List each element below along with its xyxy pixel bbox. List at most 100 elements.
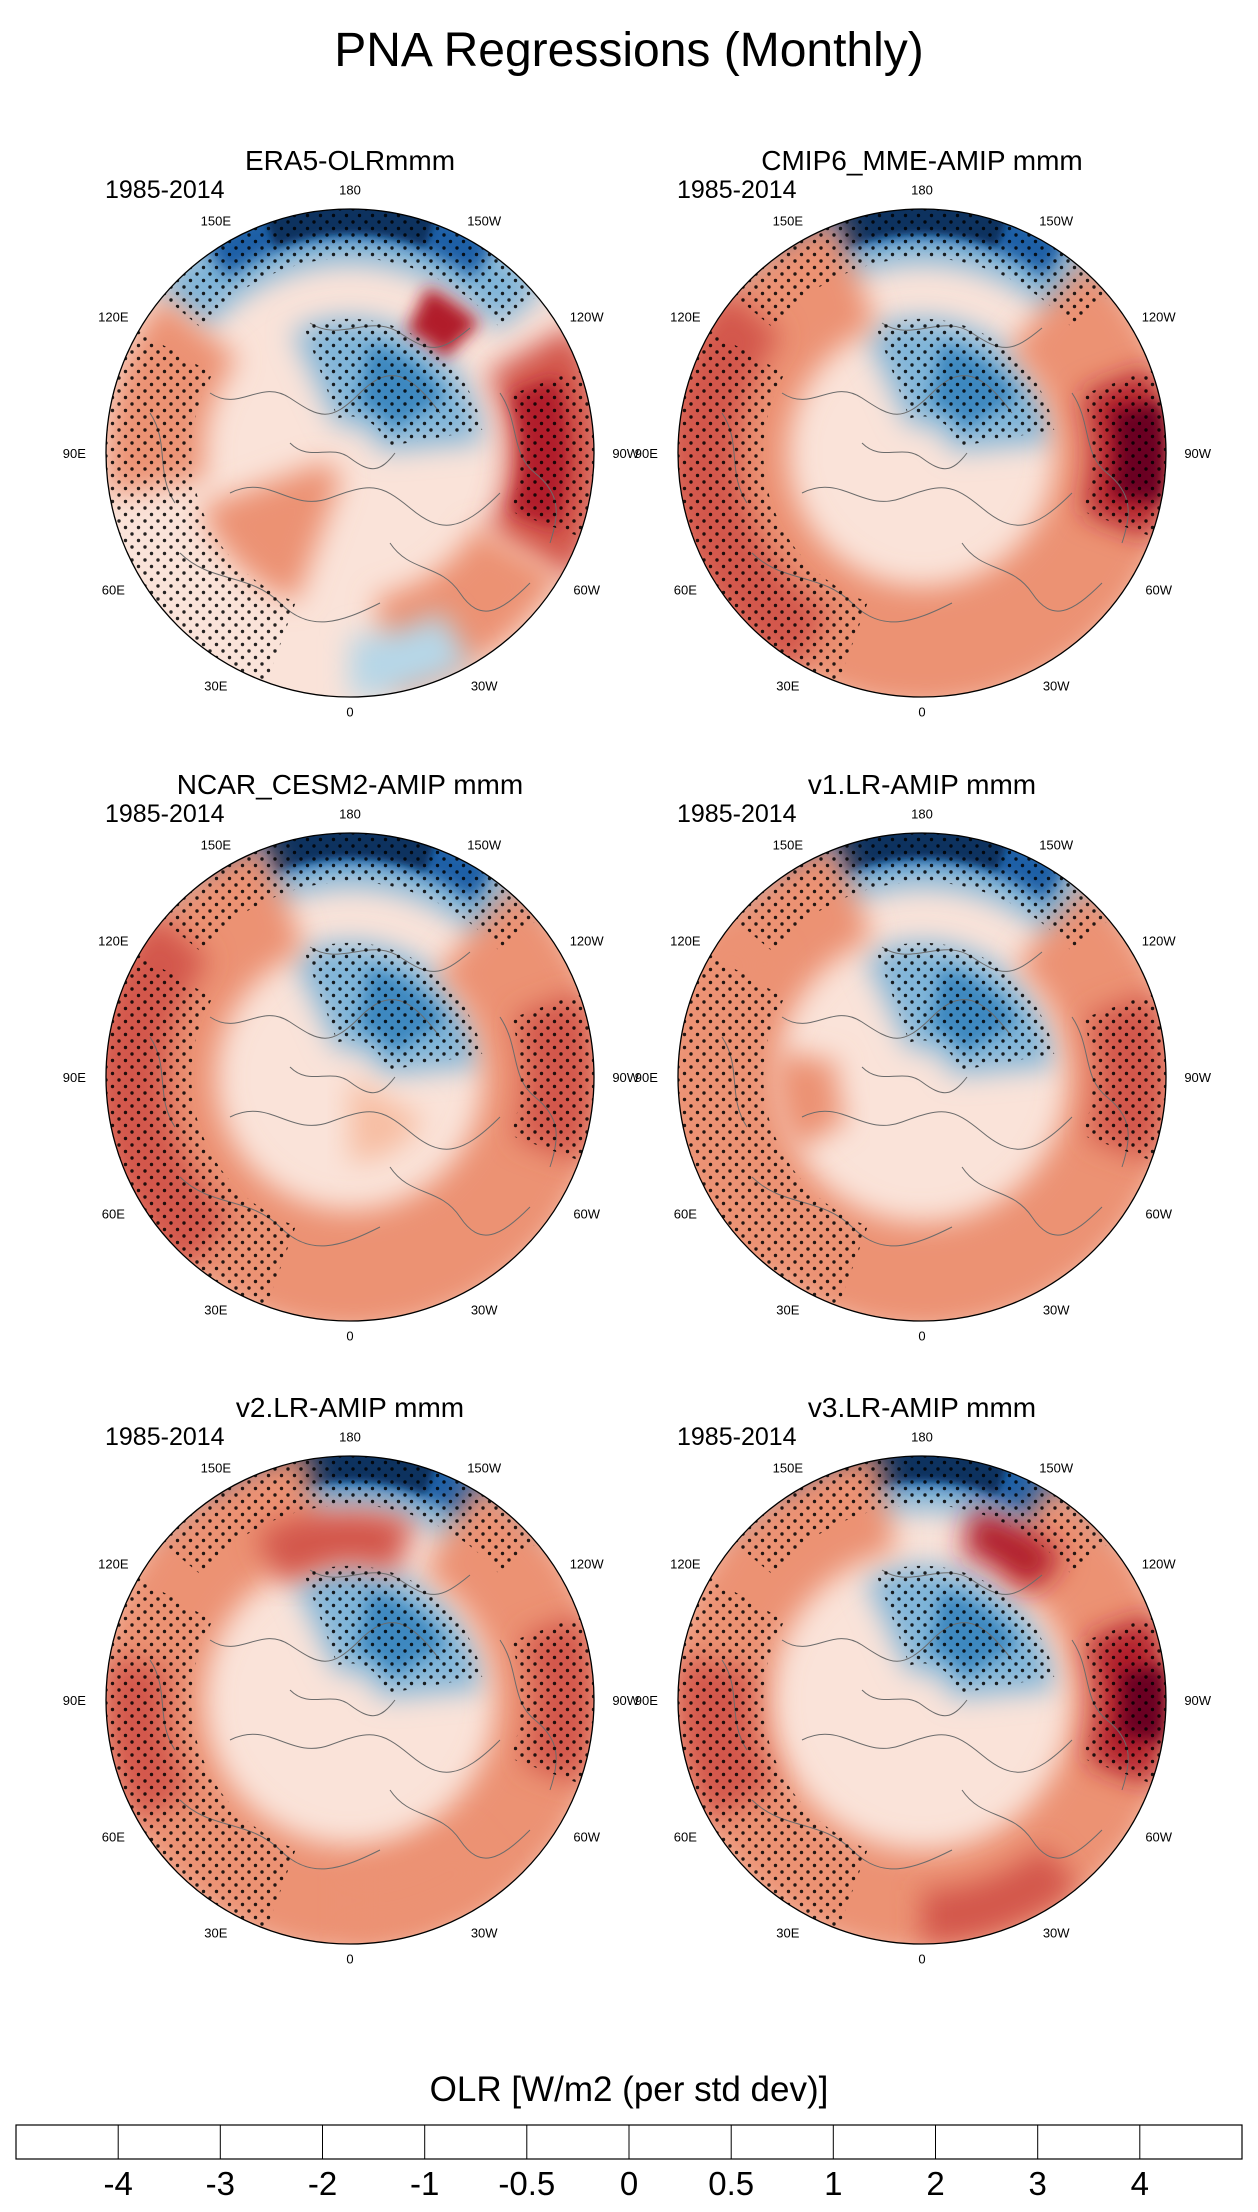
longitude-label: 180 [339,807,361,822]
coastline [229,486,501,526]
coastline [861,1066,968,1094]
coastline [229,1733,501,1773]
colorbar-tick-label: -4 [104,2165,133,2202]
longitude-label: 60E [674,583,697,598]
longitude-labels: 180 150W 150E 120W 120E 90W 90E 60W 60E 30W 30E 0 [635,1430,1212,1967]
longitude-label: 90W [1184,1070,1211,1085]
longitude-label: 150W [1039,1461,1074,1476]
significance-stipple-region [876,942,1055,1071]
longitude-label: 30W [1043,1925,1070,1940]
significance-stipple-region [678,331,868,683]
longitude-label: 60E [674,1830,697,1845]
projection-disk [678,1456,1166,1944]
coastline [961,1789,1103,1859]
longitude-label: 90W [1184,1693,1211,1708]
longitude-label: 180 [911,807,933,822]
field-anomaly-patch [922,1845,1079,1944]
significance-stipple-region [678,955,868,1307]
period-label: 1985-2014 [105,1423,225,1451]
longitude-label: 30W [471,678,498,693]
longitude-label: 0 [918,705,925,720]
longitude-label: 180 [911,1430,933,1445]
period-label: 1985-2014 [105,800,225,828]
longitude-labels: 180 150W 150E 120W 120E 90W 90E 60W 60E 30W 30E 0 [635,183,1212,720]
longitude-label: 60W [573,1830,600,1845]
coastline [801,1110,1073,1150]
significance-stipple-region [510,993,594,1161]
colorbar-tick-label: -0.5 [498,2165,555,2202]
field-anomaly-patch [201,461,342,602]
map-panel-era5: ERA5-OLRmmm 1985-2014 180 150W 150E 120W 120… [63,145,640,720]
significance-stipple-region [304,318,483,447]
map-panel-v2-lr: v2.LR-AMIP mmm 1985-2014 180 150W 150E 120W… [63,1392,640,1967]
colorbar-tick-label: 2 [926,2165,944,2202]
longitude-label: 180 [911,183,933,198]
longitude-label: 60E [102,583,125,598]
map-border [105,208,595,698]
longitude-label: 30W [471,1925,498,1940]
colorbar-tick-label: 1 [824,2165,842,2202]
longitude-label: 60W [1145,1207,1172,1222]
longitude-label: 0 [918,1952,925,1967]
longitude-label: 90E [63,1693,86,1708]
longitude-label: 60E [102,1830,125,1845]
longitude-label: 60E [102,1207,125,1222]
longitude-label: 90W [612,446,639,461]
colorbar-tick-label: 3 [1029,2165,1047,2202]
map-border [105,832,595,1322]
map-panel-cmip6-mme: CMIP6_MME-AMIP mmm 1985-2014 180 150W 150E… [635,145,1212,720]
longitude-label: 150W [1039,838,1074,853]
significance-stipple-region [106,331,296,683]
map-border [677,1455,1167,1945]
coastline [229,1110,501,1150]
significance-stipple-region [876,318,1055,447]
significance-stipple-region [876,1565,1055,1694]
colorbar: -4 -3 -2 -1 -0.5 0 0.5 1 2 3 4 [15,2124,1243,2202]
longitude-label: 150W [1039,214,1074,229]
longitude-label: 150W [467,1461,502,1476]
longitude-label: 180 [339,1430,361,1445]
coastline [801,486,1073,526]
coastline [389,542,531,612]
longitude-label: 120W [570,309,605,324]
longitude-label: 150W [467,838,502,853]
field-anomaly-patch [350,1830,499,1932]
longitude-label: 90W [612,1070,639,1085]
coastline [289,1066,396,1094]
projection-disk [106,209,594,697]
longitude-label: 30E [776,1925,799,1940]
panel-title: CMIP6_MME-AMIP mmm [761,145,1083,176]
longitude-label: 150E [773,214,804,229]
projection-disk [678,833,1166,1321]
longitude-label: 30E [204,1925,227,1940]
field-anomaly-patch [254,1509,416,1584]
longitude-labels: 180 150W 150E 120W 120E 90W 90E 60W 60E 30W 30E 0 [63,807,640,1344]
significance-stipple-region [106,1578,296,1930]
longitude-label: 30E [776,678,799,693]
significance-stipple-region [510,369,594,537]
field-anomaly-patch [350,611,472,697]
longitude-label: 60W [573,1207,600,1222]
colorbar-tick-label: -1 [410,2165,439,2202]
longitude-label: 30W [1043,1302,1070,1317]
longitude-label: 30W [1043,678,1070,693]
longitude-labels: 180 150W 150E 120W 120E 90W 90E 60W 60E 30W 30E 0 [635,807,1212,1344]
longitude-label: 0 [346,1329,353,1344]
field-anomaly-patch [775,1051,848,1151]
map-border [105,1455,595,1945]
longitude-label: 120E [670,309,701,324]
significance-stipple-region [304,942,483,1071]
field-anomaly-patch [961,1506,1064,1593]
map-border [677,832,1167,1322]
longitude-label: 0 [918,1329,925,1344]
panel-title: v1.LR-AMIP mmm [808,769,1036,800]
longitude-label: 90E [635,1693,658,1708]
longitude-label: 120W [1142,933,1177,948]
longitude-label: 150W [467,214,502,229]
panel-title: v3.LR-AMIP mmm [808,1392,1036,1423]
map-border [677,208,1167,698]
panel-title: NCAR_CESM2-AMIP mmm [177,769,523,800]
coastline [389,1166,531,1236]
longitude-label: 90W [612,1693,639,1708]
significance-stipple-region [1082,993,1166,1161]
